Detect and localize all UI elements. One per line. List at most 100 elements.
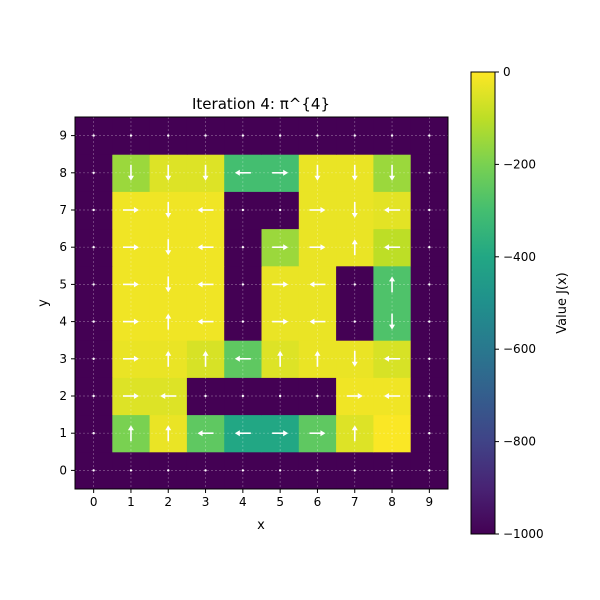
policy-arrows [92,134,431,472]
policy-arrow-up [165,425,172,442]
policy-arrow-right [272,244,289,251]
x-tick-label: 0 [90,495,98,509]
chart-title: Iteration 4: π^{4} [192,95,330,113]
x-tick-label: 2 [164,495,172,509]
policy-dot [129,469,133,472]
policy-dot [92,246,95,249]
policy-arrow-left [197,430,214,437]
policy-arrow-right [272,318,289,325]
policy-arrow-up [277,350,284,367]
policy-arrow-down [314,164,321,181]
x-axis-label: x [257,518,265,533]
policy-dot [241,134,245,137]
y-tick-label: 5 [59,277,67,291]
policy-dot [353,134,356,137]
policy-dot [92,394,95,398]
policy-dot [353,469,356,472]
policy-dot [278,208,282,212]
policy-arrow-left [197,207,214,213]
policy-arrow-right [309,207,326,213]
policy-arrow-left [384,393,401,399]
policy-arrow-left [309,281,326,288]
policy-dot [167,469,170,472]
policy-dot [92,469,95,472]
policy-arrow-right [309,430,326,437]
policy-arrow-right [272,430,289,437]
y-tick-label: 1 [59,426,67,440]
policy-arrow-left [384,244,401,251]
plot-area: 0 1 2 3 4 5 6 7 8 9 0 1 2 3 4 5 6 7 8 9 [59,116,449,509]
x-tick-label: 5 [276,495,284,509]
policy-dot [428,320,431,323]
y-tick-label: 3 [59,352,67,366]
policy-arrow-up [202,350,209,367]
policy-dot [241,246,245,249]
policy-dot [428,134,431,137]
policy-arrow-down [127,164,134,181]
colorbar-tick-label: −200 [503,157,536,171]
colorbar-tick-label: −600 [503,342,536,356]
policy-arrow-down [351,164,358,181]
policy-arrow-right [122,393,139,399]
policy-arrow-right [346,393,363,399]
policy-arrow-left [160,393,177,399]
policy-dot [353,320,356,323]
colorbar-tick-label: −400 [503,250,536,264]
heatmap-cell [373,414,412,453]
policy-arrow-up [351,425,358,442]
policy-arrow-right [122,281,139,288]
policy-dot [241,208,245,212]
policy-arrow-left [197,318,214,325]
policy-dot [92,134,95,137]
policy-dot [129,134,133,137]
x-tick-label: 6 [314,495,322,509]
policy-dot [241,469,245,472]
policy-arrow-up [165,350,172,367]
policy-dot [92,208,95,212]
policy-arrow-up [351,239,358,256]
colorbar-tick-label: −1000 [503,527,544,541]
policy-arrow-down [165,202,172,218]
x-tick-label: 7 [351,495,359,509]
x-tick-label: 9 [426,495,434,509]
policy-dot [353,283,356,286]
policy-arrow-right [309,244,326,251]
policy-dot [428,357,431,360]
policy-dot [278,134,282,137]
policy-dot [241,394,245,398]
y-tick-label: 9 [59,129,67,143]
y-tick-label: 8 [59,166,67,180]
policy-dot [278,469,282,472]
policy-arrow-left [234,430,251,437]
policy-dot [428,208,431,212]
policy-arrow-down [389,164,396,181]
colorbar-tick-label: 0 [503,65,511,79]
policy-arrow-right [122,207,139,213]
y-tick-label: 2 [59,389,67,403]
x-tick-label: 1 [127,495,135,509]
policy-dot [167,134,170,137]
policy-arrow-down [165,276,172,293]
policy-dot [316,469,319,472]
colorbar: 0 −200 −400 −600 −800 −1000 [470,65,544,541]
y-tick-label: 0 [59,463,67,477]
policy-arrow-down [165,164,172,181]
policy-dot [428,171,431,174]
colorbar-label: Value J(x) [555,272,570,334]
policy-arrow-up [165,313,172,330]
policy-arrow-up [314,350,321,367]
colorbar-tick-label: −800 [503,435,536,449]
policy-arrow-up [127,425,134,442]
policy-arrow-right [122,318,139,325]
x-tick-label: 3 [202,495,210,509]
policy-arrow-left [384,355,401,362]
y-tick-label: 6 [59,240,67,254]
policy-arrow-right [272,169,289,176]
policy-dot [92,357,95,360]
policy-arrow-down [351,202,358,218]
policy-dot [241,283,245,286]
x-tick-label: 8 [388,495,396,509]
policy-dot [92,432,95,435]
policy-arrow-down [389,313,396,330]
